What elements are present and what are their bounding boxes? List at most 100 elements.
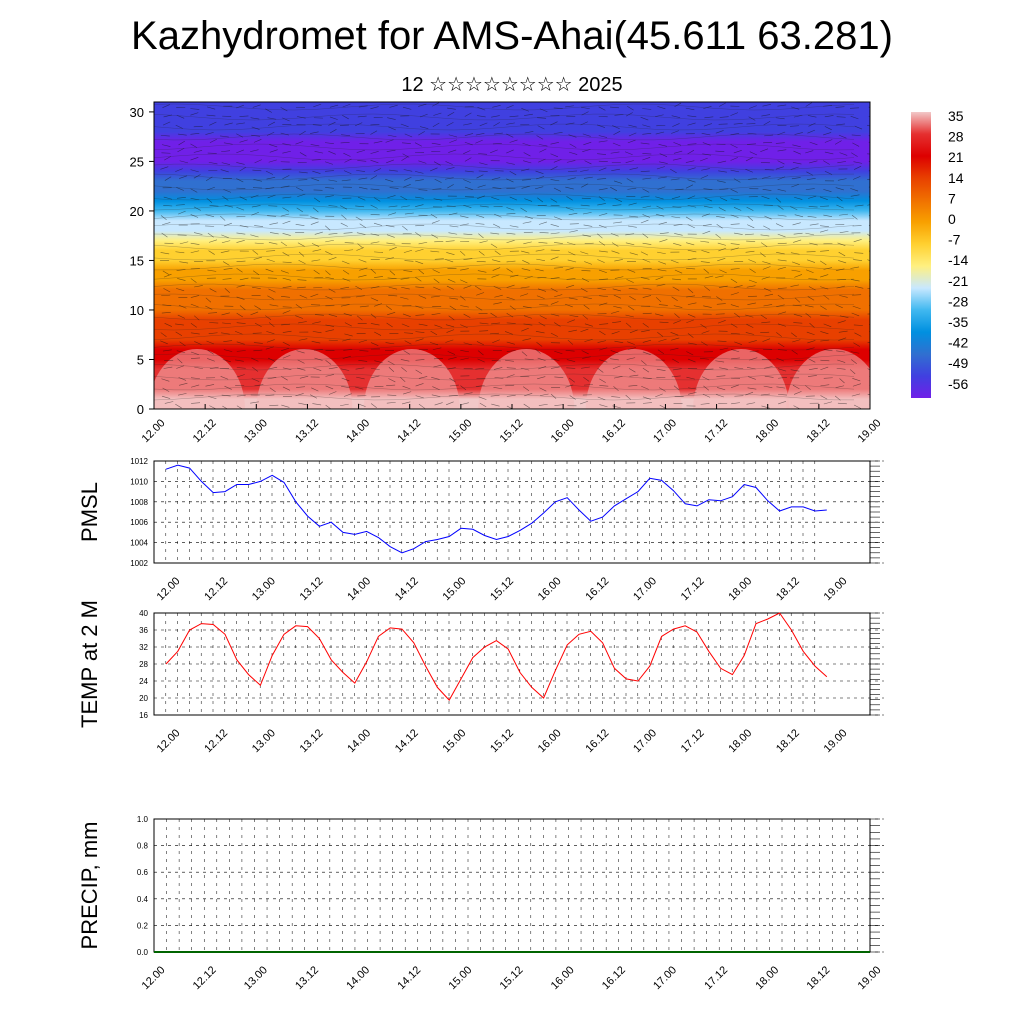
wind-vector [791, 349, 798, 355]
wind-vector [598, 241, 606, 246]
wind-vector [506, 162, 515, 165]
wind-vector [777, 160, 785, 165]
wind-vector [746, 143, 756, 145]
wind-vector [280, 213, 290, 217]
wind-vector [730, 247, 739, 251]
wind-vector [282, 367, 292, 371]
series-line [165, 464, 827, 554]
wind-vector [777, 368, 787, 372]
wind-vector [266, 250, 276, 252]
wind-vector [432, 269, 440, 274]
wind-vector [719, 269, 727, 274]
wind-vector [313, 197, 321, 203]
x-tick-label: 16.00 [536, 727, 564, 755]
wind-vector [745, 250, 755, 253]
wind-vector [554, 294, 563, 298]
x-tick-label: 13.00 [250, 727, 278, 755]
wind-vector [534, 186, 544, 190]
wind-vector [221, 150, 231, 153]
wind-vector [625, 112, 633, 117]
wind-vector [414, 142, 422, 147]
wind-vector [777, 259, 787, 262]
wind-vector [509, 139, 518, 143]
wind-vector [190, 108, 200, 110]
wind-vector [642, 396, 651, 400]
wind-vector [566, 160, 576, 163]
wind-vector [672, 123, 680, 127]
wind-vector [403, 391, 412, 395]
wind-vector [506, 240, 515, 244]
wind-vector [494, 250, 501, 256]
wind-vector [310, 221, 319, 225]
wind-vector [850, 115, 859, 120]
wind-vector [403, 169, 413, 172]
wind-vector [161, 144, 171, 147]
wind-vector [475, 139, 483, 144]
wind-vector [734, 395, 744, 397]
y-tick-label: 0.0 [137, 948, 149, 957]
wind-vector [565, 384, 574, 388]
wind-vector [370, 323, 380, 326]
x-tick-label: 15.12 [488, 575, 516, 603]
wind-vector [415, 331, 425, 333]
wind-vector [793, 314, 803, 317]
wind-vector [433, 278, 440, 284]
wind-vector [523, 152, 531, 157]
wind-vector [598, 106, 606, 111]
wind-vector [734, 285, 743, 288]
wind-vector [611, 242, 619, 247]
wind-vector [673, 320, 682, 324]
wind-vector [251, 126, 260, 130]
wind-vector [674, 102, 682, 108]
contour-line [154, 273, 855, 281]
wind-vector [387, 360, 395, 365]
wind-vector [282, 286, 292, 288]
wind-vector [744, 233, 754, 236]
wind-vector [342, 114, 349, 120]
wind-vector [538, 403, 548, 406]
wind-vector [447, 107, 456, 110]
wind-vector [790, 332, 797, 338]
wind-vector [355, 367, 365, 370]
wind-vector [193, 150, 203, 153]
wind-vector [491, 322, 500, 325]
wind-vector [431, 234, 439, 239]
wind-vector [550, 232, 560, 235]
wind-vector [254, 159, 262, 164]
wind-vector [250, 401, 259, 404]
wind-vector [640, 116, 649, 121]
wind-vector [807, 115, 817, 118]
wind-vector [265, 346, 274, 350]
wind-vector [254, 305, 261, 310]
wind-vector [459, 215, 469, 219]
wind-vector [614, 259, 623, 262]
wind-vector [492, 187, 502, 189]
wind-vector [808, 206, 818, 208]
wind-vector [673, 142, 682, 146]
wind-vector [479, 330, 489, 332]
wind-vector [370, 124, 380, 126]
wind-vector [432, 102, 440, 107]
wind-vector [869, 404, 870, 406]
wind-vector [523, 323, 533, 326]
wind-vector [748, 340, 757, 343]
wind-vector [254, 384, 264, 387]
wind-vector [564, 303, 573, 308]
wind-vector [506, 322, 516, 324]
wind-vector [415, 395, 424, 399]
wind-vector [612, 142, 621, 147]
wind-vector [839, 152, 848, 156]
wind-vector [626, 279, 634, 283]
wind-vector [776, 304, 785, 307]
wind-vector [642, 402, 652, 404]
wind-vector [850, 266, 860, 269]
wind-vector [809, 242, 818, 246]
wind-vector [493, 286, 502, 290]
wind-vector [208, 161, 218, 165]
wind-vector [236, 133, 244, 138]
wind-vector [506, 213, 516, 215]
wind-vector [539, 304, 549, 306]
x-tick-label: 19.00 [822, 727, 850, 755]
wind-vector [449, 225, 459, 228]
